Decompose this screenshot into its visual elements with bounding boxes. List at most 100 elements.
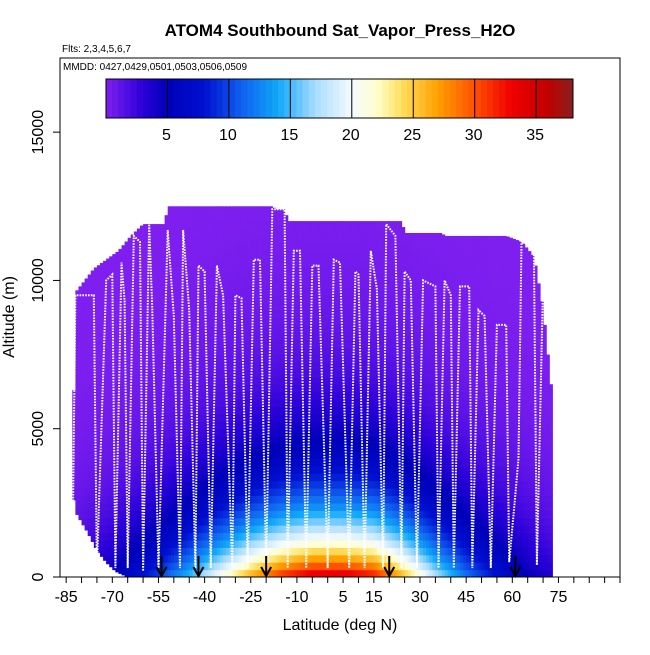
heatmap-cell bbox=[106, 547, 110, 556]
heatmap-cell bbox=[173, 295, 178, 304]
heatmap-cell bbox=[333, 339, 338, 348]
heatmap-cell bbox=[226, 525, 230, 534]
heatmap-cell bbox=[333, 317, 338, 326]
heatmap-cell bbox=[75, 488, 80, 497]
heatmap-cell bbox=[220, 436, 224, 445]
heatmap-cell bbox=[223, 428, 227, 437]
heatmap-cell bbox=[109, 265, 113, 274]
heatmap-cell bbox=[207, 243, 212, 252]
heatmap-cell bbox=[315, 450, 320, 459]
heatmap-cell bbox=[204, 406, 209, 415]
heatmap-cell bbox=[106, 525, 110, 534]
heatmap-cell bbox=[84, 510, 89, 519]
heatmap-cell bbox=[198, 480, 203, 489]
heatmap-cell bbox=[318, 480, 323, 489]
heatmap-cell bbox=[103, 317, 107, 326]
heatmap-cell bbox=[183, 399, 187, 408]
heatmap-cell bbox=[318, 465, 323, 474]
heatmap-cell bbox=[192, 562, 196, 571]
heatmap-cell bbox=[266, 258, 270, 267]
heatmap-cell bbox=[315, 406, 320, 415]
heatmap-cell bbox=[275, 525, 280, 534]
heatmap-cell bbox=[306, 502, 310, 511]
heatmap-cell bbox=[189, 495, 193, 504]
heatmap-cell bbox=[293, 243, 298, 252]
heatmap-cell bbox=[198, 310, 203, 319]
heatmap-cell bbox=[312, 450, 316, 459]
heatmap-cell bbox=[266, 547, 270, 556]
heatmap-cell bbox=[189, 428, 193, 437]
heatmap-cell bbox=[278, 532, 283, 541]
heatmap-cell bbox=[287, 332, 292, 341]
heatmap-cell bbox=[115, 413, 120, 422]
heatmap-cell bbox=[149, 361, 153, 370]
heatmap-cell bbox=[210, 332, 215, 341]
heatmap-cell bbox=[127, 347, 132, 356]
heatmap-cell bbox=[250, 428, 255, 437]
heatmap-cell bbox=[136, 273, 141, 282]
heatmap-cell bbox=[130, 399, 135, 408]
heatmap-cell bbox=[183, 273, 187, 282]
heatmap-cell bbox=[220, 421, 224, 430]
heatmap-cell bbox=[93, 317, 98, 326]
heatmap-cell bbox=[287, 250, 292, 259]
heatmap-cell bbox=[333, 376, 338, 385]
heatmap-cell bbox=[183, 354, 187, 363]
heatmap-cell bbox=[198, 258, 203, 267]
heatmap-cell bbox=[287, 539, 292, 548]
heatmap-cell bbox=[266, 517, 270, 526]
heatmap-cell bbox=[253, 517, 258, 526]
heatmap-cell bbox=[324, 473, 329, 482]
heatmap-cell bbox=[220, 495, 224, 504]
heatmap-cell bbox=[287, 391, 292, 400]
heatmap-cell bbox=[149, 399, 153, 408]
heatmap-cell bbox=[204, 458, 209, 467]
heatmap-cell bbox=[278, 458, 283, 467]
heatmap-cell bbox=[192, 428, 196, 437]
heatmap-cell bbox=[275, 539, 280, 548]
heatmap-cell bbox=[309, 569, 313, 577]
heatmap-cell bbox=[309, 436, 313, 445]
heatmap-cell bbox=[244, 302, 249, 311]
heatmap-cell bbox=[167, 488, 172, 497]
heatmap-cell bbox=[106, 317, 110, 326]
heatmap-cell bbox=[130, 391, 135, 400]
heatmap-cell bbox=[324, 450, 329, 459]
heatmap-cell bbox=[321, 221, 326, 230]
heatmap-cell bbox=[161, 243, 166, 252]
heatmap-cell bbox=[281, 525, 286, 534]
heatmap-cell bbox=[232, 517, 236, 526]
heatmap-cell bbox=[93, 413, 98, 422]
heatmap-cell bbox=[266, 376, 270, 385]
heatmap-cell bbox=[180, 280, 184, 289]
heatmap-cell bbox=[296, 495, 301, 504]
heatmap-cell bbox=[327, 473, 332, 482]
heatmap-cell bbox=[272, 280, 276, 289]
heatmap-cell bbox=[146, 273, 150, 282]
heatmap-cell bbox=[223, 206, 227, 215]
heatmap-cell bbox=[250, 413, 255, 422]
heatmap-cell bbox=[195, 502, 200, 511]
heatmap-cell bbox=[130, 406, 135, 415]
heatmap-cell bbox=[281, 391, 286, 400]
heatmap-cell bbox=[244, 361, 249, 370]
heatmap-cell bbox=[210, 480, 215, 489]
heatmap-cell bbox=[226, 339, 230, 348]
heatmap-cell bbox=[93, 354, 98, 363]
heatmap-cell bbox=[124, 376, 129, 385]
heatmap-cell bbox=[183, 295, 187, 304]
heatmap-cell bbox=[244, 287, 249, 296]
heatmap-cell bbox=[93, 502, 98, 511]
heatmap-cell bbox=[130, 488, 135, 497]
heatmap-cell bbox=[170, 228, 175, 237]
heatmap-cell bbox=[303, 443, 307, 452]
heatmap-cell bbox=[192, 250, 196, 259]
heatmap-cell bbox=[324, 243, 329, 252]
heatmap-cell bbox=[238, 347, 243, 356]
heatmap-cell bbox=[161, 399, 166, 408]
heatmap-cell bbox=[220, 465, 224, 474]
heatmap-cell bbox=[118, 539, 123, 548]
heatmap-cell bbox=[232, 510, 236, 519]
heatmap-cell bbox=[303, 376, 307, 385]
heatmap-cell bbox=[204, 436, 209, 445]
